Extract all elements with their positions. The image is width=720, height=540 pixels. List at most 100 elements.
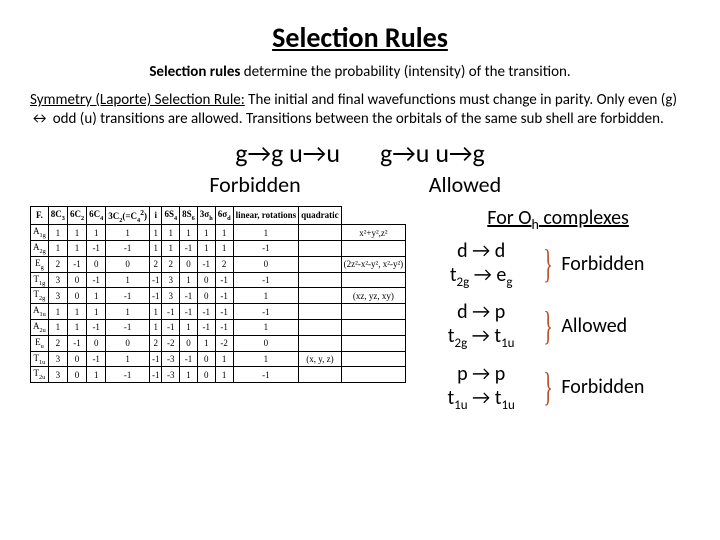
char-cell (341, 241, 405, 257)
char-header: F. (31, 206, 49, 225)
char-cell (341, 367, 405, 383)
char-cell: T2u (31, 367, 49, 383)
char-cell: -1 (106, 241, 150, 257)
char-cell: 0 (67, 288, 86, 304)
char-cell (299, 288, 342, 304)
char-cell: 3 (162, 288, 180, 304)
char-cell: -1 (197, 256, 215, 272)
table-row: T1g30-11-1310-1-1 (31, 272, 406, 288)
char-cell: 0 (180, 256, 198, 272)
char-cell: 1 (48, 241, 67, 257)
char-cell: 2 (149, 256, 162, 272)
char-cell: 1 (180, 320, 198, 336)
allowed-label: Allowed (405, 171, 525, 198)
char-cell: 0 (87, 256, 106, 272)
char-cell: -1 (162, 304, 180, 320)
table-row: T1u30-11-1-3-1011(x, y, z) (31, 351, 406, 367)
bracket-icon: } (542, 316, 555, 336)
char-cell: -1 (149, 351, 162, 367)
char-cell: -1 (106, 320, 150, 336)
char-cell: -1 (149, 367, 162, 383)
char-cell: -1 (106, 288, 150, 304)
char-cell: -1 (162, 320, 180, 336)
char-cell: -1 (149, 272, 162, 288)
char-cell: 1 (149, 304, 162, 320)
group-tag: Forbidden (561, 252, 644, 276)
char-cell: -1 (233, 367, 299, 383)
char-cell: 0 (197, 367, 215, 383)
char-cell: 2 (48, 256, 67, 272)
char-cell: 1 (215, 351, 233, 367)
char-header: i (149, 206, 162, 225)
char-header: 6C2 (67, 206, 86, 225)
table-row: Eu2-1002-201-20 (31, 335, 406, 351)
char-cell: T1u (31, 351, 49, 367)
char-cell: 1 (67, 241, 86, 257)
transition-labels: Forbidden Allowed (30, 171, 690, 198)
char-cell: 1 (215, 367, 233, 383)
char-cell (341, 351, 405, 367)
char-cell: 1 (233, 320, 299, 336)
char-cell: 3 (48, 288, 67, 304)
char-cell: A2u (31, 320, 49, 336)
char-cell: 0 (197, 351, 215, 367)
table-row: T2u301-1-1-3101-1 (31, 367, 406, 383)
char-cell: 3 (48, 367, 67, 383)
left-transitions: g→g u→u (235, 137, 340, 169)
group-equations: p → pt1u → t1u (426, 362, 536, 414)
char-cell: -1 (215, 320, 233, 336)
transition-row: g→g u→u g→u u→g (30, 137, 690, 169)
char-cell: -1 (106, 367, 150, 383)
char-cell: -1 (197, 320, 215, 336)
char-cell: -1 (67, 256, 86, 272)
char-cell: -1 (233, 241, 299, 257)
char-cell: Eu (31, 335, 49, 351)
char-cell: -1 (215, 288, 233, 304)
char-cell: 1 (87, 367, 106, 383)
char-cell: x²+y²,z² (341, 225, 405, 241)
char-cell: -1 (233, 304, 299, 320)
table-row: A1u11111-1-1-1-1-1 (31, 304, 406, 320)
char-cell: 2 (48, 335, 67, 351)
group-equations: d → dt2g → eg (426, 239, 536, 291)
char-cell: T2g (31, 288, 49, 304)
char-header: 3C2(=C42) (106, 206, 150, 225)
char-cell: -1 (87, 351, 106, 367)
transition-group: d → dt2g → eg}Forbidden (426, 239, 690, 291)
table-row: Eg2-100220-120(2z²-x²-y², x²-y²) (31, 256, 406, 272)
char-header: 6C4 (87, 206, 106, 225)
char-cell: 1 (233, 288, 299, 304)
char-cell (341, 320, 405, 336)
char-header: 8C3 (48, 206, 67, 225)
char-cell: 0 (106, 335, 150, 351)
char-cell: 1 (215, 225, 233, 241)
char-cell: T1g (31, 272, 49, 288)
char-cell: 1 (87, 304, 106, 320)
char-cell: -3 (162, 367, 180, 383)
char-cell: 1 (149, 320, 162, 336)
char-cell: 0 (233, 256, 299, 272)
char-cell: -1 (233, 272, 299, 288)
char-cell: 1 (67, 320, 86, 336)
char-cell: -2 (215, 335, 233, 351)
char-cell: -1 (87, 272, 106, 288)
forbidden-label: Forbidden (195, 171, 315, 198)
char-cell: A1u (31, 304, 49, 320)
char-cell (299, 335, 342, 351)
char-cell: 3 (162, 272, 180, 288)
char-cell: 1 (48, 225, 67, 241)
intro-bold: Selection rules (149, 63, 240, 81)
char-cell: 1 (149, 225, 162, 241)
char-cell (341, 335, 405, 351)
char-cell: -1 (215, 304, 233, 320)
table-row: T2g301-1-13-10-11(xz, yz, xy) (31, 288, 406, 304)
transition-group: d → pt2g → t1u}Allowed (426, 300, 690, 352)
char-cell (299, 225, 342, 241)
char-cell: 1 (87, 288, 106, 304)
char-cell: 1 (215, 241, 233, 257)
char-header: linear, rotations (233, 206, 299, 225)
char-cell: 1 (106, 272, 150, 288)
char-cell: 0 (106, 256, 150, 272)
char-cell: 3 (48, 272, 67, 288)
char-cell: 1 (197, 225, 215, 241)
